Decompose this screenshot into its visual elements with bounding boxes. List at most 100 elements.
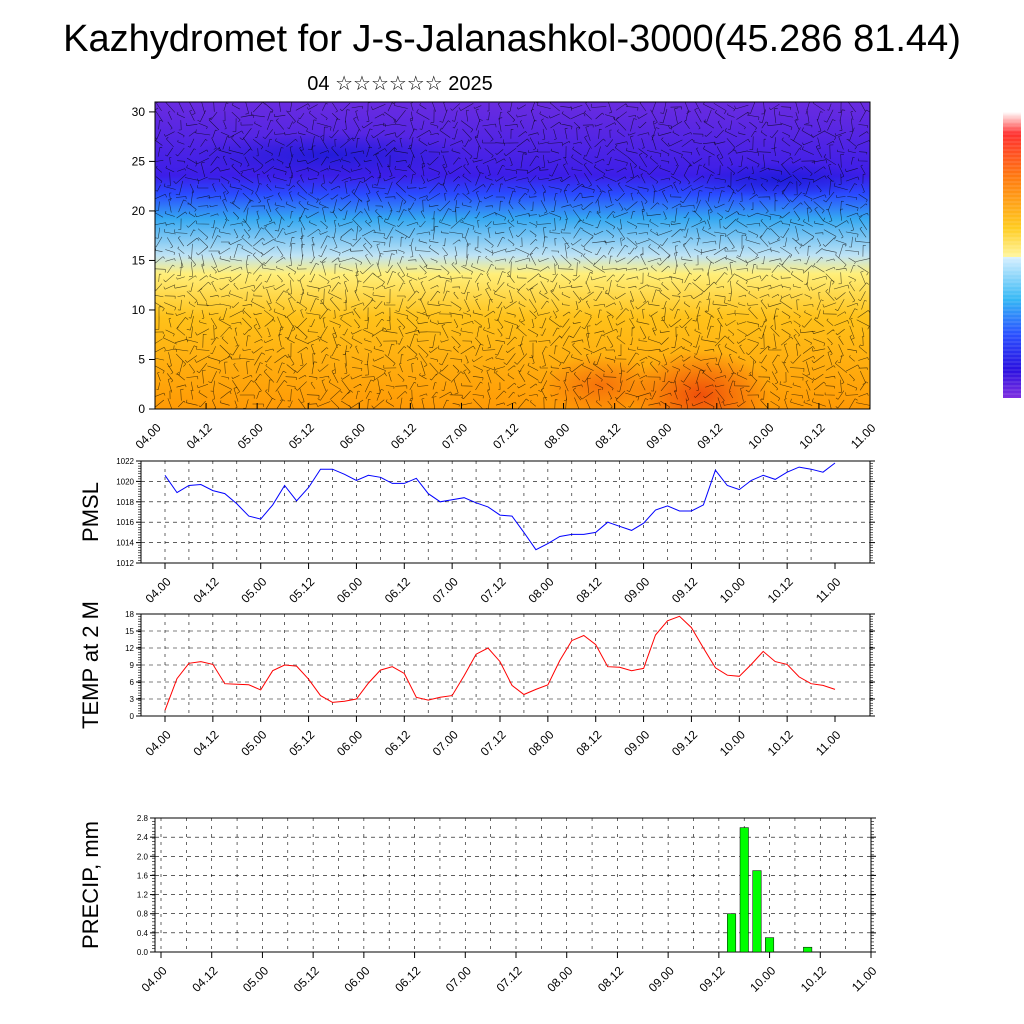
- x-tick-label: 09.12: [694, 420, 725, 451]
- y-tick-label: 10: [132, 303, 146, 317]
- x-tick-label: 10.12: [765, 727, 796, 758]
- y-tick-label: 9: [130, 661, 135, 670]
- y-tick-label: 0.4: [137, 929, 149, 938]
- x-tick-label: 08.12: [592, 420, 623, 451]
- y-tick-label: 1016: [116, 518, 134, 527]
- x-tick-label: 05.12: [286, 420, 317, 451]
- y-tick-label: 0: [138, 402, 145, 416]
- precip-bar: [727, 913, 737, 953]
- x-tick-label: 04.12: [190, 574, 221, 605]
- x-tick-label: 09.00: [621, 574, 652, 605]
- x-tick-label: 04.00: [143, 727, 174, 758]
- x-tick-label: 10.00: [747, 963, 778, 994]
- wind-barbs: [155, 102, 870, 409]
- y-tick-label: 1018: [116, 498, 134, 507]
- x-tick-label: 09.12: [696, 963, 727, 994]
- x-tick-label: 05.00: [235, 420, 266, 451]
- y-tick-label: 1.6: [137, 871, 149, 880]
- x-tick-label: 08.12: [595, 963, 626, 994]
- x-tick-label: 07.00: [439, 420, 470, 451]
- y-tick-label: 1020: [116, 477, 134, 486]
- x-tick-label: 10.00: [745, 420, 776, 451]
- x-tick-label: 04.12: [189, 963, 220, 994]
- colorbar-lower: [1003, 257, 1021, 398]
- x-tick-label: 11.00: [813, 575, 844, 606]
- x-tick-label: 11.00: [813, 728, 844, 759]
- x-tick-label: 05.00: [238, 574, 269, 605]
- cold-core: [690, 162, 870, 198]
- y-tick-label: 15: [125, 627, 134, 636]
- x-tick-label: 10.00: [717, 574, 748, 605]
- x-tick-label: 07.12: [478, 574, 509, 605]
- x-tick-label: 08.12: [573, 727, 604, 758]
- x-tick-label: 09.00: [621, 727, 652, 758]
- y-tick-label: 20: [132, 204, 146, 218]
- x-tick-label: 07.00: [430, 574, 461, 605]
- x-tick-label: 08.00: [525, 574, 556, 605]
- x-tick-label: 09.12: [669, 727, 700, 758]
- y-tick-label: 1022: [116, 457, 134, 466]
- x-tick-label: 09.00: [646, 963, 677, 994]
- x-tick-label: 07.12: [494, 963, 525, 994]
- x-tick-label: 07.00: [443, 963, 474, 994]
- x-tick-label: 10.12: [797, 420, 828, 451]
- chart-title: Kazhydromet for J-s-Jalanashkol-3000(45.…: [63, 18, 961, 60]
- x-tick-label: 04.12: [184, 420, 215, 451]
- panel-frame: [140, 460, 871, 564]
- y-tick-label: 2.8: [137, 814, 149, 823]
- pmsl-line: [164, 462, 836, 551]
- x-tick-label: 04.00: [143, 574, 174, 605]
- x-tick-label: 06.00: [341, 963, 372, 994]
- y-tick-label: 5: [138, 352, 145, 366]
- x-tick-label: 04.00: [139, 963, 170, 994]
- x-tick-label: 06.12: [382, 574, 413, 605]
- x-tick-label: 06.12: [392, 963, 423, 994]
- y-tick-label: 2.4: [137, 833, 149, 842]
- y-axis-label: PRECIP, mm: [78, 821, 103, 949]
- x-tick-label: 05.00: [238, 727, 269, 758]
- x-tick-label: 08.00: [544, 963, 575, 994]
- x-tick-label: 06.00: [337, 420, 368, 451]
- colorbar-bands: [1003, 113, 1021, 395]
- x-tick-label: 08.00: [525, 727, 556, 758]
- x-tick-label: 04.12: [190, 727, 221, 758]
- x-tick-label: 05.12: [286, 727, 317, 758]
- y-tick-label: 30: [132, 105, 146, 119]
- y-tick-label: 1.2: [137, 891, 149, 900]
- x-tick-label: 09.00: [643, 420, 674, 451]
- y-tick-label: 12: [125, 644, 134, 653]
- x-tick-label: 06.00: [334, 727, 365, 758]
- x-tick-label: 06.12: [388, 420, 419, 451]
- x-tick-label: 07.12: [478, 727, 509, 758]
- x-tick-label: 06.12: [382, 727, 413, 758]
- precip-bar: [739, 827, 749, 953]
- y-tick-label: 2.0: [137, 852, 149, 861]
- cold-core: [190, 133, 470, 177]
- x-tick-label: 10.12: [765, 574, 796, 605]
- x-tick-label: 05.12: [291, 963, 322, 994]
- x-tick-label: 04.00: [133, 420, 164, 451]
- cross-section-overlays: [155, 102, 870, 409]
- x-tick-label: 07.12: [490, 420, 521, 451]
- x-tick-label: 10.12: [798, 963, 829, 994]
- x-tick-label: 08.12: [573, 574, 604, 605]
- y-tick-label: 6: [130, 678, 135, 687]
- y-tick-label: 1014: [116, 539, 134, 548]
- panel-frame: [154, 817, 872, 953]
- y-tick-label: 0: [130, 712, 135, 721]
- y-tick-label: 18: [125, 610, 134, 619]
- x-tick-label: 11.00: [848, 421, 879, 452]
- x-tick-label: 11.00: [849, 964, 880, 995]
- y-tick-label: 1012: [116, 559, 134, 568]
- x-tick-label: 09.12: [669, 574, 700, 605]
- precip-bar: [752, 870, 762, 953]
- colorbar-upper: [1003, 112, 1021, 257]
- y-tick-label: 25: [132, 154, 146, 168]
- y-tick-label: 15: [132, 253, 146, 267]
- x-tick-label: 07.00: [430, 727, 461, 758]
- x-tick-label: 06.00: [334, 574, 365, 605]
- temp-line: [164, 615, 836, 711]
- x-tick-label: 10.00: [717, 727, 748, 758]
- y-axis-label: PMSL: [78, 482, 103, 542]
